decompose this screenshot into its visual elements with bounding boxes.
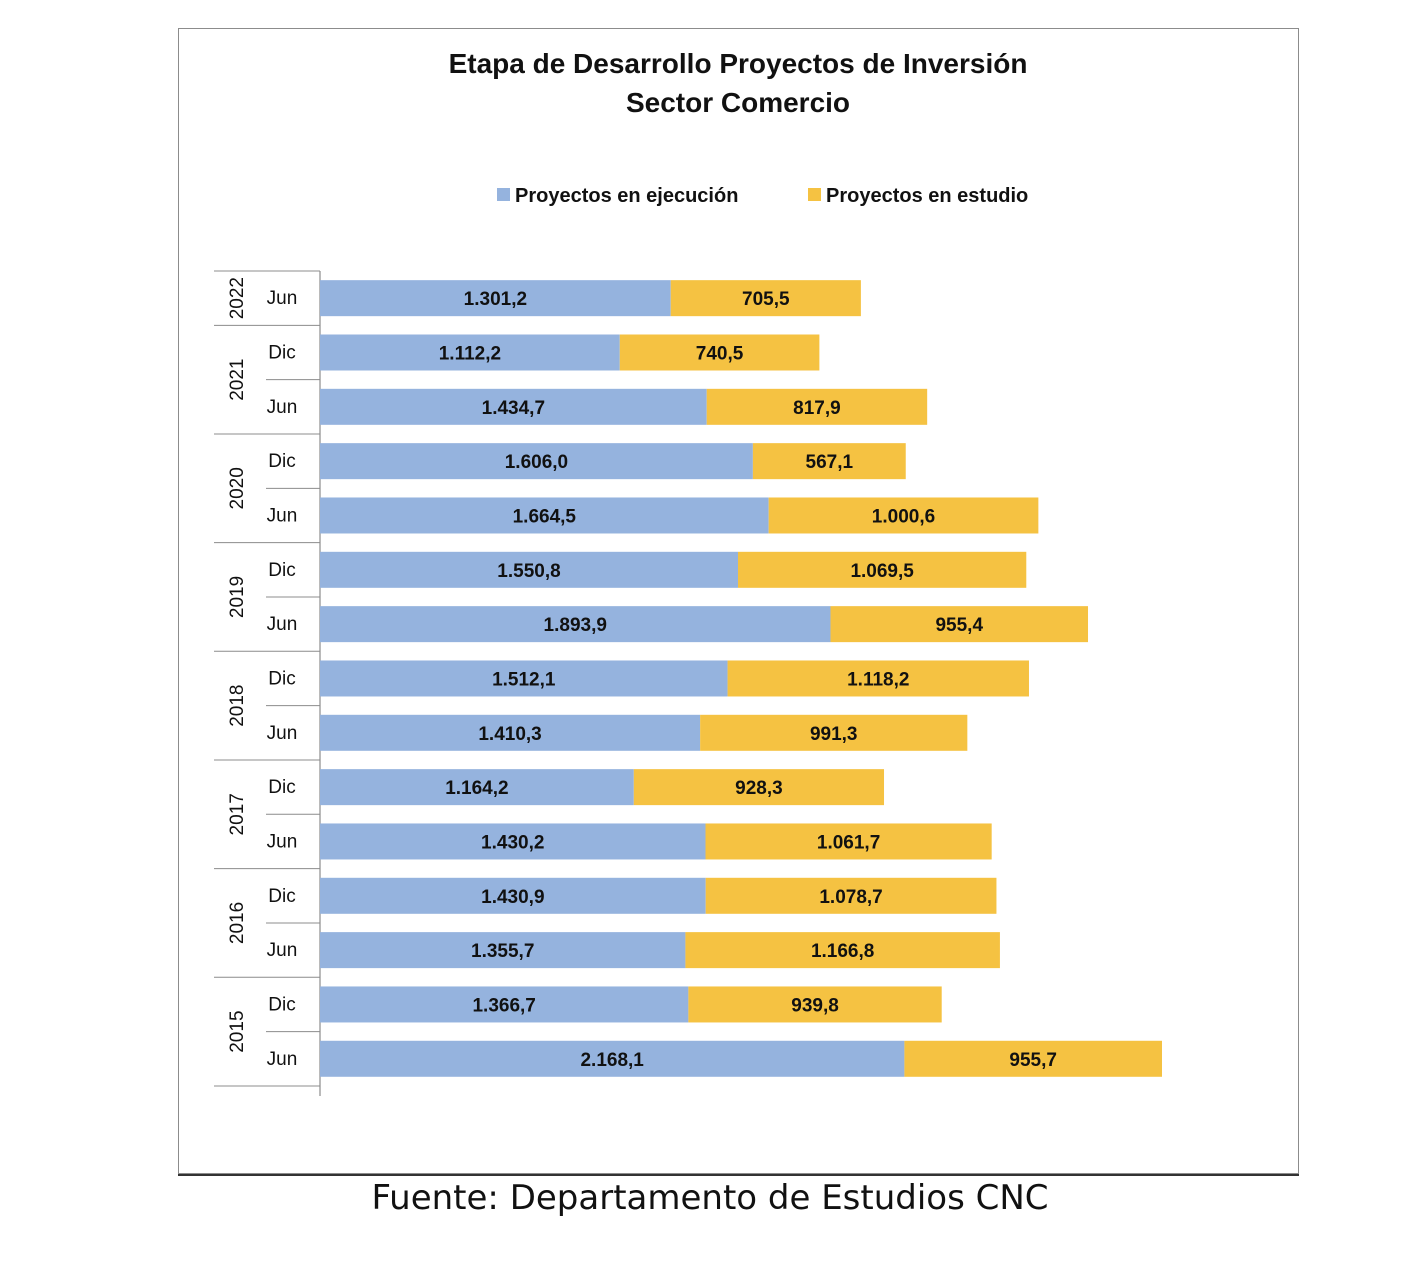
bar-label-estudio: 991,3 <box>810 724 858 745</box>
bar-label-ejecucion: 1.164,2 <box>445 778 508 799</box>
year-label: 2015 <box>227 1010 248 1052</box>
legend-label-ejecucion: Proyectos en ejecución <box>515 185 738 207</box>
bar-label-ejecucion: 1.550,8 <box>497 561 560 582</box>
chart-title: Etapa de Desarrollo Proyectos de Inversi… <box>449 48 1028 79</box>
bar-estudio <box>705 823 992 860</box>
legend: Proyectos en ejecución Proyectos en estu… <box>497 185 1028 207</box>
bottom-rule <box>178 1174 1299 1176</box>
chart-subtitle: Sector Comercio <box>626 87 850 118</box>
bar-estudio <box>700 714 968 751</box>
bar-label-ejecucion: 1.366,7 <box>472 995 535 1016</box>
year-label: 2018 <box>227 684 248 726</box>
bar-ejecucion <box>320 932 686 969</box>
bar-estudio <box>738 551 1027 588</box>
legend-label-estudio: Proyectos en estudio <box>826 185 1028 207</box>
year-label: 2021 <box>227 359 248 401</box>
bar-label-estudio: 928,3 <box>735 778 783 799</box>
period-label: Jun <box>267 831 298 852</box>
bar-label-ejecucion: 1.434,7 <box>482 398 545 419</box>
bar-label-estudio: 1.166,8 <box>811 941 874 962</box>
bar-estudio <box>688 986 942 1023</box>
bar-estudio <box>685 932 1000 969</box>
period-label: Jun <box>267 723 298 744</box>
bar-label-estudio: 1.069,5 <box>850 561 914 582</box>
category-axis: Jun Dic Jun Dic Jun Dic Jun Dic Jun Dic Jun Dic Jun D… <box>214 270 321 1096</box>
bar-label-ejecucion: 1.410,3 <box>478 724 541 745</box>
bar-estudio <box>670 280 861 317</box>
bar-estudio <box>633 769 885 806</box>
bar-ejecucion <box>320 551 739 588</box>
period-label: Jun <box>267 1049 298 1070</box>
bar-label-ejecucion: 1.112,2 <box>439 343 501 364</box>
year-label: 2016 <box>227 902 248 944</box>
period-label: Dic <box>268 560 295 581</box>
chart-frame <box>178 28 1299 1174</box>
bar-label-estudio: 1.000,6 <box>872 506 935 527</box>
bar-ejecucion <box>320 823 706 860</box>
year-label: 2017 <box>227 793 248 835</box>
bar-label-ejecucion: 2.168,1 <box>580 1050 644 1071</box>
period-label: Dic <box>268 451 295 472</box>
bar-label-estudio: 939,8 <box>791 995 839 1016</box>
bar-ejecucion <box>320 660 728 697</box>
bar-ejecucion <box>320 714 701 751</box>
bar-estudio <box>830 606 1089 643</box>
bar-ejecucion <box>320 877 706 914</box>
bar-label-estudio: 955,4 <box>935 615 983 636</box>
bar-ejecucion <box>320 443 753 480</box>
bar-estudio <box>752 443 906 480</box>
bar-estudio <box>727 660 1029 697</box>
bar-ejecucion <box>320 388 707 425</box>
year-label: 2022 <box>227 277 248 319</box>
bar-label-ejecucion: 1.606,0 <box>505 452 568 473</box>
bar-label-estudio: 1.061,7 <box>817 832 880 853</box>
bar-ejecucion <box>320 1040 905 1077</box>
period-label: Jun <box>267 505 298 526</box>
bar-label-estudio: 567,1 <box>806 452 854 473</box>
period-label: Jun <box>267 940 298 961</box>
bar-ejecucion <box>320 986 689 1023</box>
bar-label-estudio: 1.078,7 <box>819 887 882 908</box>
bar-label-estudio: 955,7 <box>1009 1050 1057 1071</box>
year-label: 2020 <box>227 467 248 509</box>
bar-label-ejecucion: 1.512,1 <box>492 669 556 690</box>
period-label: Jun <box>267 397 298 418</box>
bar-label-ejecucion: 1.301,2 <box>464 289 527 310</box>
bar-label-estudio: 705,5 <box>742 289 790 310</box>
period-label: Jun <box>267 288 298 309</box>
bar-estudio <box>706 388 928 425</box>
bar-label-estudio: 1.118,2 <box>847 669 909 690</box>
legend-swatch-estudio <box>808 188 821 201</box>
bar-label-estudio: 817,9 <box>793 398 841 419</box>
period-label: Dic <box>268 886 295 907</box>
bar-ejecucion <box>320 497 769 534</box>
legend-swatch-ejecucion <box>497 188 510 201</box>
bar-ejecucion <box>320 334 620 371</box>
period-label: Dic <box>268 342 295 363</box>
bar-label-ejecucion: 1.430,2 <box>481 832 544 853</box>
bar-label-ejecucion: 1.893,9 <box>544 615 607 636</box>
bar-ejecucion <box>320 606 831 643</box>
bar-estudio <box>768 497 1039 534</box>
bar-label-ejecucion: 1.430,9 <box>481 887 544 908</box>
bar-estudio <box>619 334 820 371</box>
period-label: Dic <box>268 668 295 689</box>
bars: 1.301,2 705,5 1.112,2 740,5 1.434,7 817,9 1.60… <box>320 280 1162 1077</box>
bar-estudio <box>705 877 997 914</box>
period-label: Dic <box>268 994 295 1015</box>
bar-ejecucion <box>320 280 671 317</box>
period-label: Jun <box>267 614 298 635</box>
bar-estudio <box>904 1040 1162 1077</box>
bar-label-estudio: 740,5 <box>696 343 744 364</box>
bar-label-ejecucion: 1.355,7 <box>471 941 534 962</box>
bar-label-ejecucion: 1.664,5 <box>513 506 577 527</box>
period-label: Dic <box>268 777 295 798</box>
bar-ejecucion <box>320 769 634 806</box>
year-label: 2019 <box>227 576 248 618</box>
source-caption: Fuente: Departamento de Estudios CNC <box>371 1178 1049 1218</box>
